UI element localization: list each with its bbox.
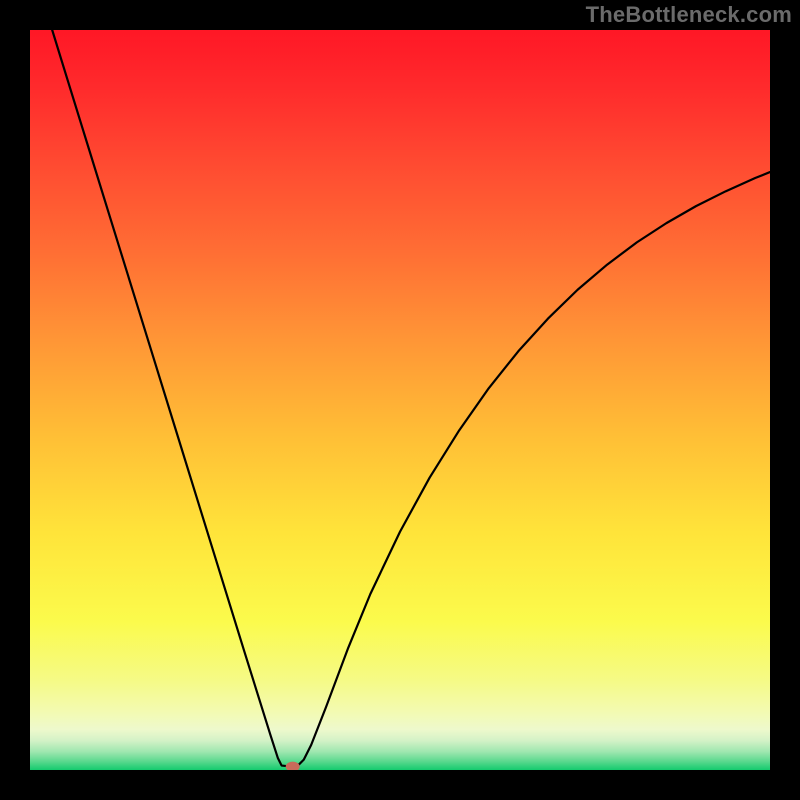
watermark-text: TheBottleneck.com — [586, 2, 792, 28]
plot-background — [30, 30, 770, 770]
chart-container: TheBottleneck.com — [0, 0, 800, 800]
bottleneck-chart — [0, 0, 800, 800]
